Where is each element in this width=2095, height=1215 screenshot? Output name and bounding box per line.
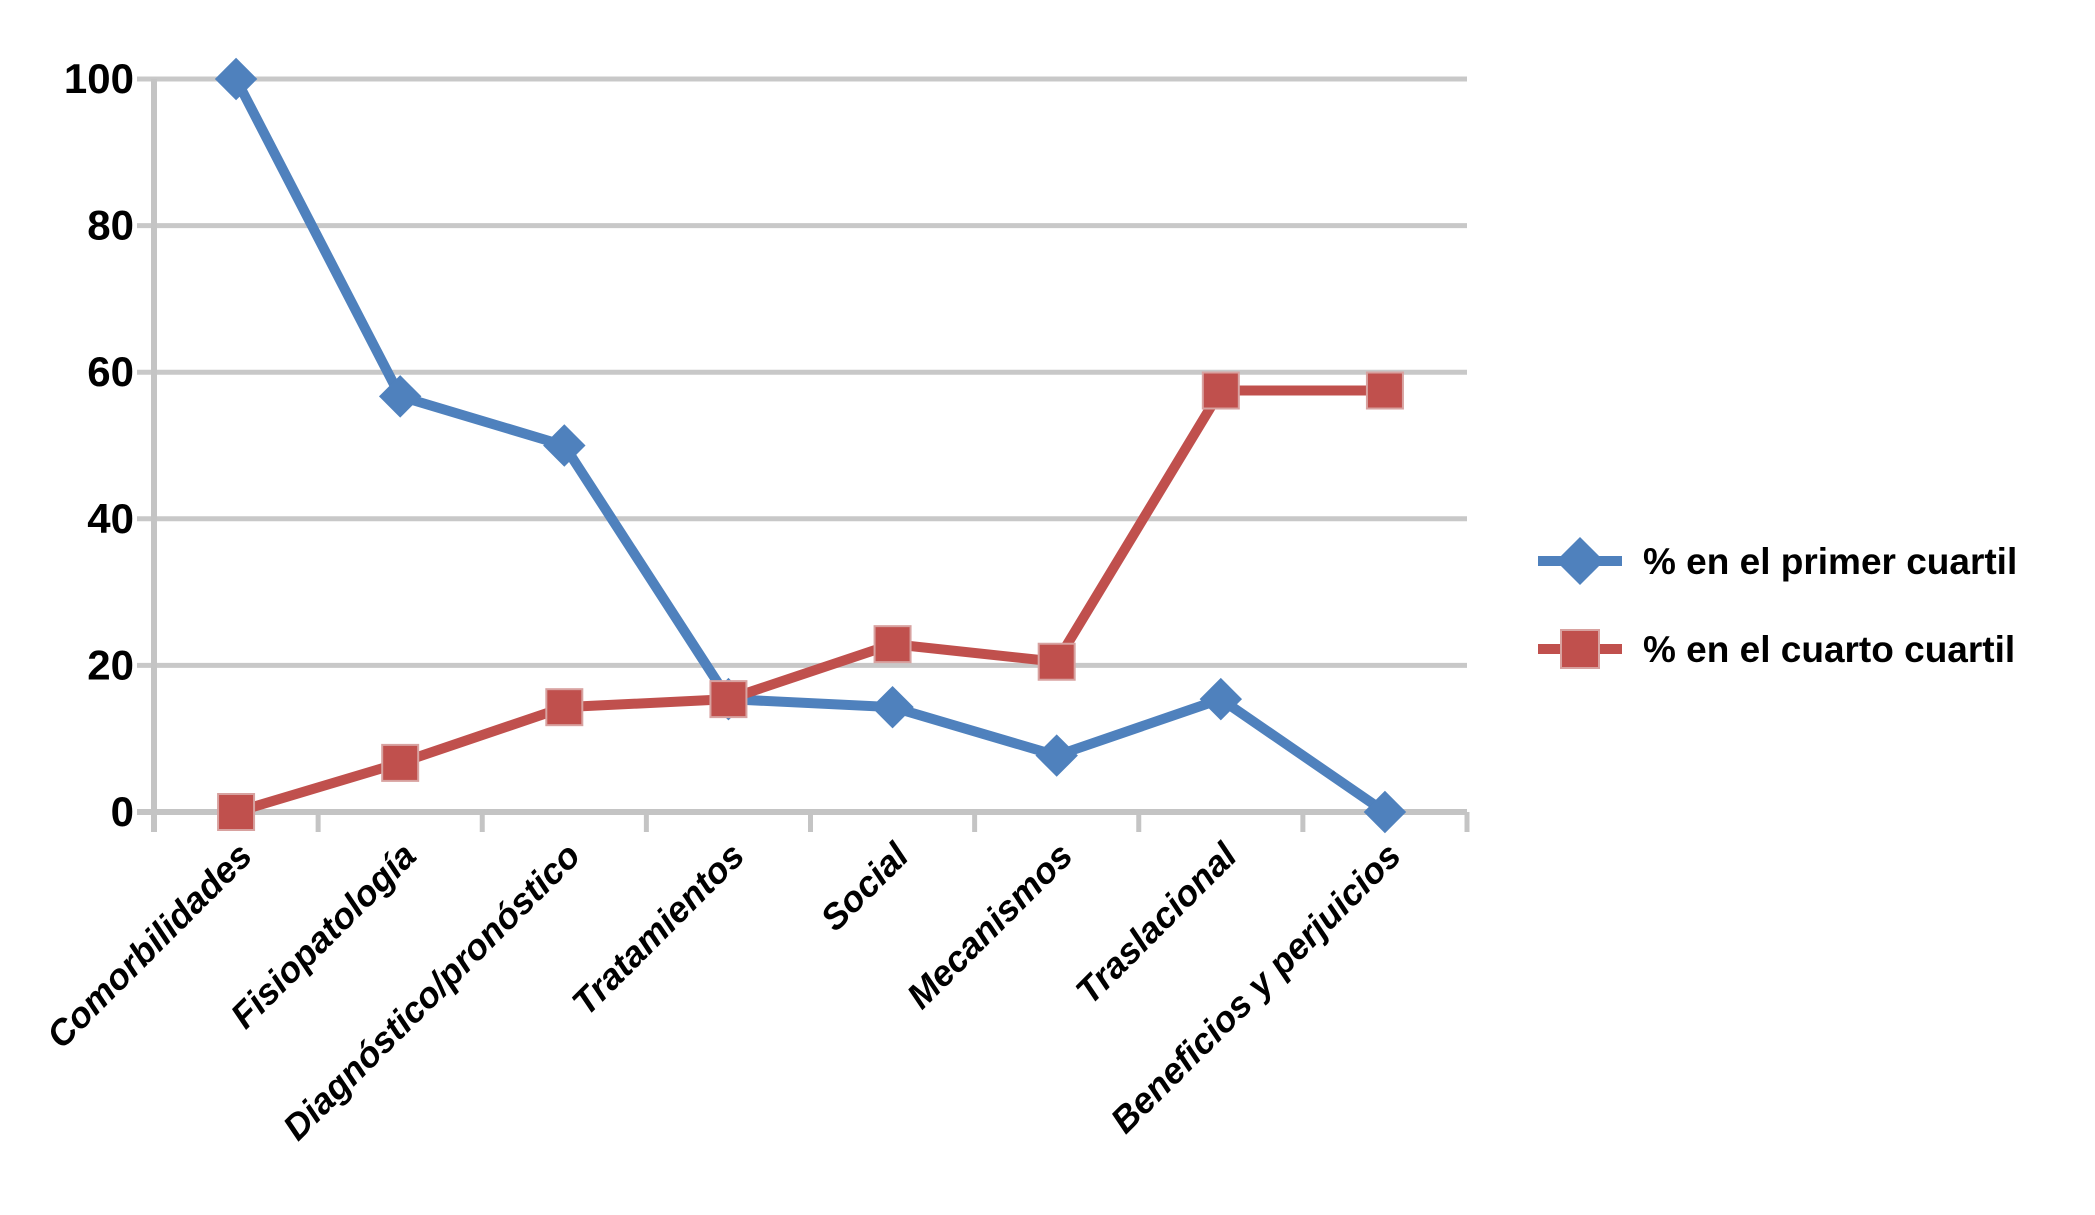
series-primer-cuartil [214, 57, 1407, 834]
square-marker-icon [545, 688, 584, 727]
legend: % en el primer cuartil % en el cuarto cua… [1538, 536, 2017, 670]
y-tick-label: 100 [64, 55, 134, 102]
legend-item-cuarto-cuartil: % en el cuarto cuartil [1538, 629, 2015, 670]
diamond-marker-icon [378, 375, 422, 418]
y-tick-label: 60 [87, 348, 134, 395]
square-marker-icon [873, 625, 912, 664]
x-category-label: Beneficios y perjuicios [1102, 835, 1408, 1141]
y-tick-label: 0 [111, 788, 134, 835]
y-tick-label: 40 [87, 495, 134, 542]
y-tick-label: 80 [87, 202, 134, 249]
legend-item-primer-cuartil: % en el primer cuartil [1538, 536, 2017, 586]
x-category-label: Comorbilidades [38, 835, 259, 1056]
series-cuarto-cuartil [217, 371, 1404, 831]
diamond-marker-icon [871, 685, 914, 729]
x-category-label: Traslacional [1067, 834, 1245, 1012]
diamond-marker-icon [1555, 536, 1605, 586]
series-line [231, 74, 1390, 817]
square-marker-icon [1037, 642, 1076, 681]
y-tick-label: 20 [87, 641, 134, 688]
diamond-marker-icon [1035, 734, 1078, 777]
square-marker-icon [1560, 629, 1600, 669]
legend-label: % en el cuarto cuartil [1643, 629, 2015, 670]
square-marker-icon [217, 793, 256, 831]
series-line [231, 385, 1390, 817]
diamond-marker-icon [214, 57, 258, 101]
legend-label: % en el primer cuartil [1643, 541, 2017, 582]
diamond-marker-icon [1199, 677, 1243, 721]
square-marker-icon [381, 743, 420, 782]
x-category-label: Mecanismos [899, 835, 1081, 1017]
x-category-label: Social [812, 834, 917, 939]
diamond-marker-icon [1363, 790, 1407, 834]
square-marker-icon [1201, 371, 1240, 410]
square-marker-icon [709, 680, 748, 719]
x-category-label: Diagnóstico/pronóstico [275, 835, 588, 1148]
square-marker-icon [1365, 371, 1404, 410]
x-category-label: Tratamientos [564, 835, 752, 1023]
